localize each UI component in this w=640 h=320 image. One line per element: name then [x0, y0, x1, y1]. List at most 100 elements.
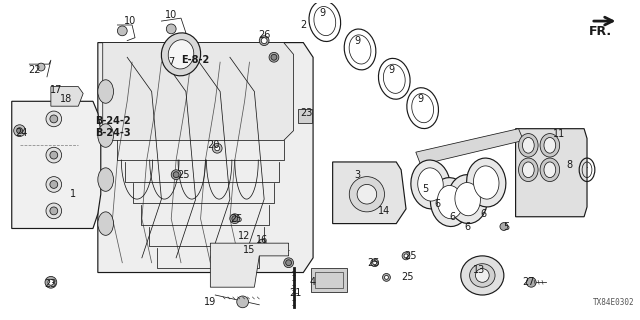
Circle shape [13, 125, 26, 137]
Circle shape [46, 203, 61, 219]
Text: 10: 10 [165, 10, 177, 20]
Text: 20: 20 [207, 140, 220, 150]
Polygon shape [98, 43, 313, 273]
Text: 17: 17 [49, 84, 62, 94]
Circle shape [230, 214, 240, 224]
Polygon shape [12, 101, 100, 228]
Text: 10: 10 [124, 16, 136, 26]
Circle shape [37, 63, 45, 71]
Circle shape [46, 111, 61, 127]
Text: 2: 2 [300, 20, 307, 30]
Circle shape [50, 151, 58, 159]
Ellipse shape [98, 124, 113, 147]
Polygon shape [103, 43, 294, 140]
Text: B-24-3: B-24-3 [95, 128, 131, 138]
Text: 11: 11 [552, 129, 564, 139]
Ellipse shape [544, 138, 556, 153]
Circle shape [404, 254, 408, 258]
Circle shape [50, 180, 58, 188]
Ellipse shape [411, 160, 450, 209]
Ellipse shape [455, 182, 481, 216]
Text: 7: 7 [168, 57, 174, 67]
Ellipse shape [540, 158, 559, 181]
Polygon shape [516, 129, 587, 217]
Circle shape [402, 252, 410, 260]
Ellipse shape [168, 40, 194, 69]
Text: 15: 15 [243, 245, 255, 255]
Circle shape [173, 172, 179, 178]
Circle shape [215, 146, 220, 151]
Circle shape [419, 188, 427, 195]
Ellipse shape [98, 212, 113, 235]
Circle shape [349, 177, 385, 212]
Circle shape [381, 210, 388, 218]
Text: 6: 6 [449, 212, 455, 222]
Text: 6: 6 [465, 221, 471, 232]
Circle shape [50, 115, 58, 123]
Text: 9: 9 [388, 65, 394, 75]
Text: 8: 8 [566, 160, 572, 170]
Ellipse shape [161, 33, 200, 76]
Text: 25: 25 [404, 251, 417, 261]
Text: 6: 6 [435, 199, 440, 209]
Text: 6: 6 [480, 209, 486, 219]
Text: 25: 25 [367, 258, 380, 268]
Ellipse shape [522, 138, 534, 153]
Text: 22: 22 [28, 65, 40, 75]
Polygon shape [211, 243, 289, 287]
Circle shape [48, 279, 54, 285]
Text: 9: 9 [418, 94, 424, 104]
Ellipse shape [431, 178, 470, 227]
Circle shape [50, 207, 58, 215]
Circle shape [17, 128, 22, 133]
Ellipse shape [461, 256, 504, 295]
Circle shape [269, 52, 279, 62]
Circle shape [172, 170, 181, 180]
Text: 24: 24 [15, 128, 28, 138]
Text: B-24-2: B-24-2 [95, 116, 131, 126]
Ellipse shape [98, 168, 113, 191]
Text: 27: 27 [522, 277, 534, 287]
Circle shape [372, 261, 377, 265]
Circle shape [46, 177, 61, 192]
Bar [315, 272, 344, 288]
Circle shape [385, 276, 388, 279]
Bar [298, 109, 312, 123]
Circle shape [259, 36, 269, 45]
Circle shape [271, 54, 277, 60]
Circle shape [383, 274, 390, 281]
Text: 23: 23 [45, 279, 57, 289]
Text: 16: 16 [256, 235, 268, 245]
Text: 25: 25 [401, 272, 413, 283]
Ellipse shape [470, 264, 495, 287]
Text: 4: 4 [310, 277, 316, 287]
Ellipse shape [474, 166, 499, 199]
Polygon shape [51, 87, 83, 106]
Text: 18: 18 [60, 94, 73, 104]
Circle shape [259, 239, 266, 247]
Circle shape [526, 277, 536, 287]
Ellipse shape [418, 168, 444, 201]
Circle shape [46, 147, 61, 163]
Circle shape [232, 216, 237, 222]
Ellipse shape [518, 158, 538, 181]
Text: 19: 19 [204, 297, 216, 307]
Ellipse shape [467, 158, 506, 207]
Text: 9: 9 [320, 8, 326, 18]
Text: 25: 25 [230, 214, 243, 224]
Ellipse shape [540, 133, 559, 157]
Circle shape [237, 296, 248, 308]
Circle shape [285, 260, 292, 266]
Text: 9: 9 [354, 36, 360, 46]
Polygon shape [333, 162, 406, 224]
Ellipse shape [98, 80, 113, 103]
Circle shape [212, 143, 222, 153]
Text: 5: 5 [502, 221, 509, 232]
Text: 14: 14 [378, 206, 390, 216]
Circle shape [261, 38, 267, 44]
Ellipse shape [518, 133, 538, 157]
Ellipse shape [544, 162, 556, 178]
Circle shape [45, 276, 57, 288]
Text: 13: 13 [473, 265, 486, 275]
Text: 21: 21 [289, 288, 301, 298]
